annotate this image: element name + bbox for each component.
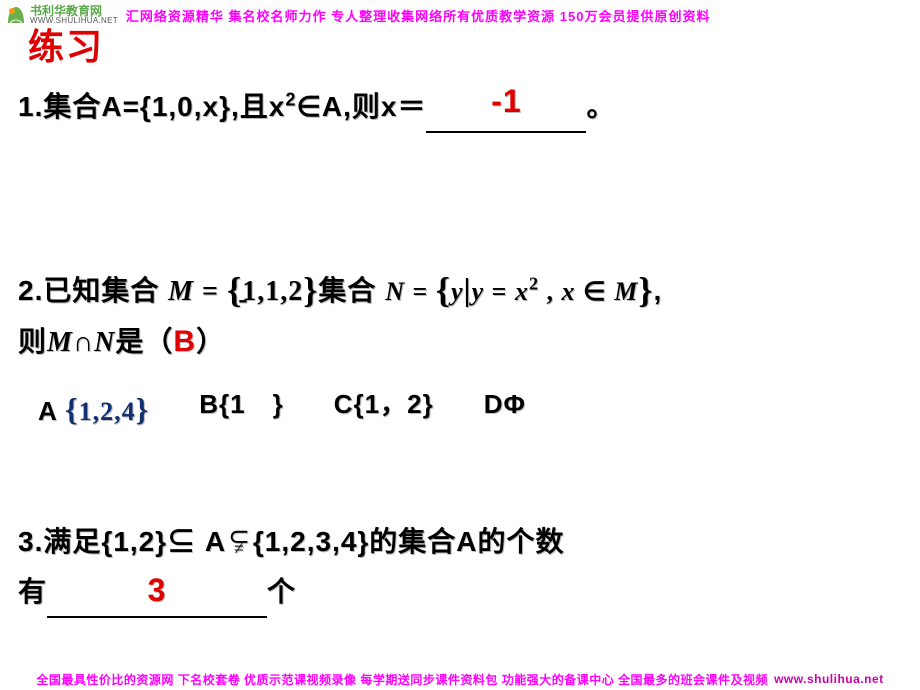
q2-options: A {1,2,4} B{1 } C{1，2} DΦ [18,384,900,435]
q3-line2: 有 3 个 [18,565,900,618]
q2-N: N [385,277,405,306]
optA-set: 1,2,4 [79,397,136,426]
q3-line1: 3.满足{1,2}⊆ A⊂≠{1,2,3,4}的集合A的个数 [18,520,900,565]
q2-Ni: N [94,327,115,358]
q3-line2a: 有 [18,576,47,607]
q2-lb2: { [436,270,451,310]
q2-neg: - [238,278,248,323]
q1-suffix: 。 [586,91,615,122]
q1-mid: ∈A,则x＝ [296,91,426,122]
header-slogan: 汇网络资源精华 集名校名师力作 专人整理收集网络所有优质教学资源 150万会员提… [126,6,711,25]
q2-bar: | [464,271,472,307]
header-bar: 书利华教育网 WWW.SHULIHUA.NET 汇网络资源精华 集名校名师力作 … [0,0,920,30]
q3-line1b: {1,2,3,4}的集合A的个数 [253,526,565,557]
question-2: 2.已知集合 M = {-1,1,2}集合 N = {y|y = x2 , x … [18,260,900,435]
q2-sq: 2 [529,274,539,294]
option-d: DΦ [484,384,526,435]
q2-rb2: } [638,270,653,310]
q1-blank: -1 [426,80,586,133]
q2-cap: ∩ [73,326,94,357]
q2-x2: x [562,277,576,306]
q3-line1a: 3.满足{1,2}⊆ A [18,526,226,557]
q1-sup: 2 [285,90,296,110]
q2-M2: M [614,277,638,306]
q1-answer: -1 [491,83,521,119]
q3-answer: 3 [148,572,167,608]
q2-y: y [451,277,464,306]
q2-line2a: 则 [18,326,47,357]
q2-line2c: ） [196,326,225,357]
option-a: A {1,2,4} [38,384,149,435]
optA-rb: } [136,391,150,427]
q2-y2: y [472,277,485,306]
q2-line2: 则M∩N是（B） [18,318,900,366]
q2-eq1: = [194,276,227,307]
option-c: C{1，2} [334,384,434,435]
q1-prefix: 1.集合A={1,0,x},且x [18,91,285,122]
footer-bar: 全国最具性价比的资源网 下名校套卷 优质示范课视频录像 每学期送同步课件资料包 … [0,668,920,690]
optA-lb: { [65,391,79,427]
q2-answer: B [173,325,196,358]
q2-eq2: = [405,277,436,306]
footer-url: www.shulihua.net [774,672,884,686]
proper-subset-icon: ⊂≠ [228,530,251,554]
footer-text: 全国最具性价比的资源网 下名校套卷 优质示范课视频录像 每学期送同步课件资料包 … [36,671,768,688]
optA-label: A [38,396,57,426]
subset-bot: ≠ [234,544,245,554]
logo-icon [4,3,28,27]
q2-M: M [168,276,194,307]
q2-line2b: 是（ [115,326,173,357]
q2-tail: , [654,275,663,306]
q3-line2b: 个 [267,576,296,607]
q2-eq3: = [484,277,515,306]
page-title: 练习 [28,18,104,70]
q2-in: ∈ [576,277,615,306]
q2-set1: 1,1,2 [242,276,303,307]
q2-prefix: 2.已知集合 [18,275,159,306]
q2-mid1: 集合 [318,275,376,306]
q2-line1: 2.已知集合 M = {-1,1,2}集合 N = {y|y = x2 , x … [18,260,900,318]
question-3: 3.满足{1,2}⊆ A⊂≠{1,2,3,4}的集合A的个数 有 3 个 [18,520,900,618]
q2-x: x [515,277,529,306]
q2-comma: , [539,277,562,306]
q2-Mi: M [47,327,73,358]
question-1: 1.集合A={1,0,x},且x2∈A,则x＝ -1 。 [18,80,900,133]
q2-rb1: } [303,270,318,310]
q3-blank: 3 [47,565,267,618]
option-b: B{1 } [199,384,283,435]
